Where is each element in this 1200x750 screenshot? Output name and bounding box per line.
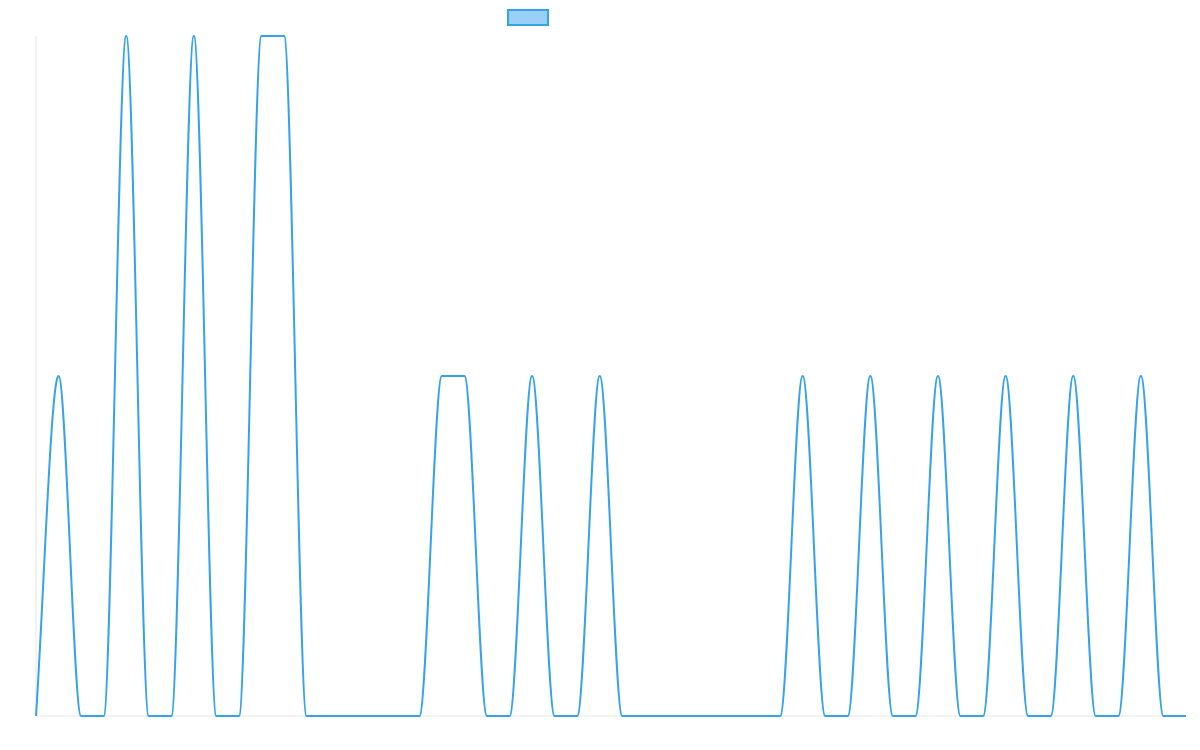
data-point[interactable] (845, 713, 851, 719)
data-point[interactable] (349, 713, 355, 719)
data-point[interactable] (123, 33, 129, 39)
data-point[interactable] (258, 33, 264, 39)
data-point[interactable] (1138, 373, 1144, 379)
data-point[interactable] (281, 33, 287, 39)
data-point[interactable] (755, 713, 761, 719)
data-point[interactable] (980, 713, 986, 719)
data-point[interactable] (146, 713, 152, 719)
data-point[interactable] (326, 713, 332, 719)
data-point[interactable] (461, 373, 467, 379)
data-point[interactable] (958, 713, 964, 719)
data-point[interactable] (552, 713, 558, 719)
data-point[interactable] (1115, 713, 1121, 719)
data-point[interactable] (191, 33, 197, 39)
data-point[interactable] (1183, 713, 1189, 719)
data-point[interactable] (439, 373, 445, 379)
data-point[interactable] (33, 713, 39, 719)
data-point[interactable] (101, 713, 107, 719)
data-point[interactable] (912, 713, 918, 719)
data-point[interactable] (1070, 373, 1076, 379)
data-point[interactable] (1093, 713, 1099, 719)
data-point[interactable] (168, 713, 174, 719)
legend-swatch[interactable] (507, 9, 549, 26)
data-point[interactable] (416, 713, 422, 719)
data-point[interactable] (574, 713, 580, 719)
series-group (33, 33, 1189, 719)
data-point[interactable] (687, 713, 693, 719)
data-point[interactable] (529, 373, 535, 379)
data-point[interactable] (890, 713, 896, 719)
data-point[interactable] (642, 713, 648, 719)
data-point[interactable] (1003, 373, 1009, 379)
data-point[interactable] (619, 713, 625, 719)
data-point[interactable] (507, 713, 513, 719)
data-point[interactable] (664, 713, 670, 719)
series-line-0 (35, 34, 1186, 717)
data-point[interactable] (1048, 713, 1054, 719)
data-point[interactable] (597, 373, 603, 379)
data-point[interactable] (867, 373, 873, 379)
data-point[interactable] (78, 713, 84, 719)
data-point[interactable] (800, 373, 806, 379)
legend (507, 9, 549, 26)
data-point[interactable] (56, 373, 62, 379)
data-point[interactable] (1160, 713, 1166, 719)
data-point[interactable] (822, 713, 828, 719)
data-point[interactable] (709, 713, 715, 719)
data-point[interactable] (732, 713, 738, 719)
data-point[interactable] (1025, 713, 1031, 719)
data-point[interactable] (484, 713, 490, 719)
data-point[interactable] (213, 713, 219, 719)
data-point[interactable] (935, 373, 941, 379)
data-point[interactable] (304, 713, 310, 719)
data-point[interactable] (394, 713, 400, 719)
data-point[interactable] (236, 713, 242, 719)
data-point[interactable] (371, 713, 377, 719)
data-point[interactable] (777, 713, 783, 719)
